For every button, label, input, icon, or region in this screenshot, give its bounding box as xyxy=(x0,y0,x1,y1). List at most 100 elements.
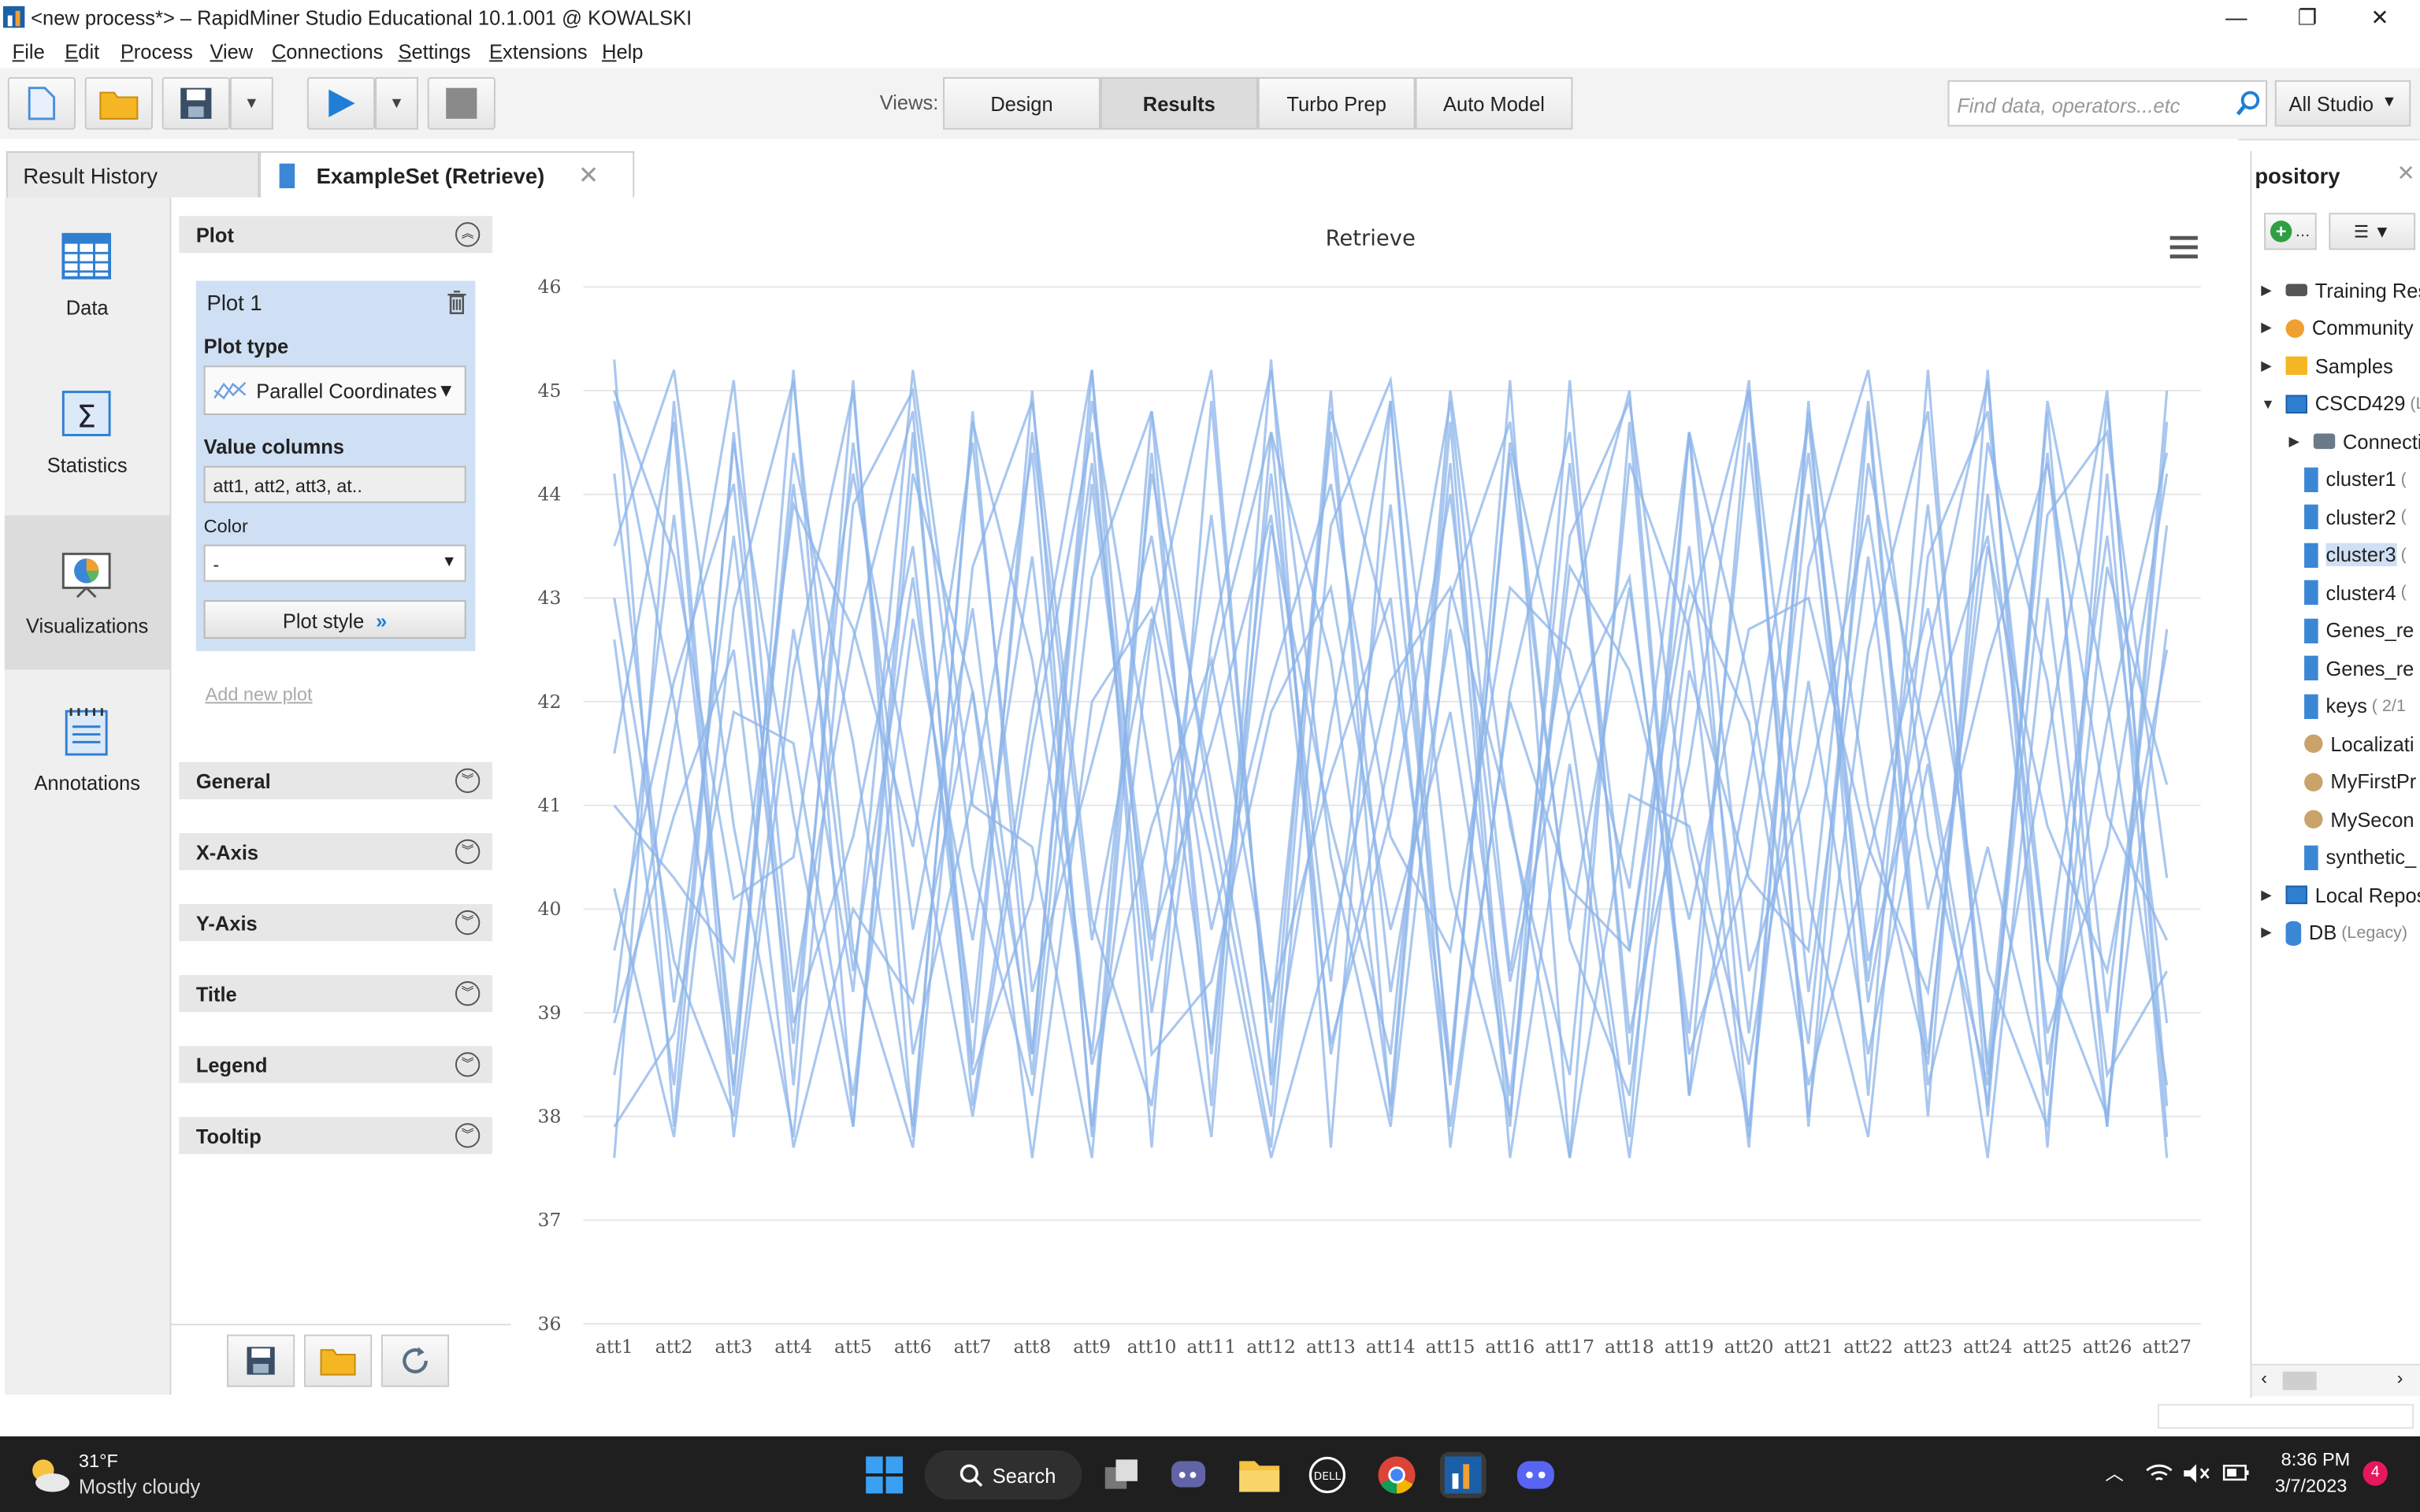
search-icon[interactable] xyxy=(2235,90,2262,117)
collapsed-arrow-icon[interactable]: ▶ xyxy=(2288,432,2300,449)
close-panel-icon[interactable]: ✕ xyxy=(2396,160,2415,186)
series-line[interactable] xyxy=(613,369,2169,1158)
chart-menu-icon[interactable] xyxy=(2169,235,2198,259)
plot-type-select[interactable]: Parallel Coordinates ▼ xyxy=(203,365,466,416)
windows-start-icon[interactable] xyxy=(861,1452,908,1499)
weather-description[interactable]: Mostly cloudy xyxy=(78,1474,201,1499)
repository-item[interactable]: ▶ DB (Legacy) xyxy=(2261,916,2407,950)
repository-item[interactable]: ▶ Community S xyxy=(2261,311,2420,345)
wifi-icon[interactable] xyxy=(2145,1462,2173,1484)
tab-exampleset-retrieve[interactable]: ExampleSet (Retrieve) ✕ xyxy=(259,150,635,198)
series-line[interactable] xyxy=(613,369,2169,1148)
search-scope-dropdown[interactable]: All Studio ▼ xyxy=(2274,80,2411,127)
menu-connections[interactable]: Connections xyxy=(271,39,384,64)
menu-process[interactable]: Process xyxy=(120,39,193,64)
menu-edit[interactable]: Edit xyxy=(65,39,100,64)
series-line[interactable] xyxy=(613,556,2169,1128)
color-select[interactable]: - ▼ xyxy=(203,544,466,582)
file-explorer-icon[interactable] xyxy=(1236,1452,1282,1499)
search-input[interactable]: Find data, operators...etc xyxy=(1947,80,2268,127)
menu-help[interactable]: Help xyxy=(602,39,644,64)
repository-item[interactable]: ▶ Training Res xyxy=(2261,273,2420,307)
repository-item[interactable]: MyFirstPr xyxy=(2304,765,2420,799)
tab-result-history[interactable]: Result History xyxy=(6,150,260,198)
collapsed-arrow-icon[interactable]: ▶ xyxy=(2261,357,2272,373)
horizontal-scrollbar[interactable]: ‹ › xyxy=(2251,1363,2420,1397)
sidebar-item-annotations[interactable]: Annotations xyxy=(5,673,170,827)
repository-item[interactable]: cluster3( xyxy=(2304,538,2407,572)
restore-button[interactable]: ❐ xyxy=(2297,4,2318,30)
collapsed-arrow-icon[interactable]: ▶ xyxy=(2261,319,2272,335)
weather-temperature[interactable]: 31°F xyxy=(78,1450,118,1473)
series-line[interactable] xyxy=(613,369,2169,1148)
scrollbar-thumb[interactable] xyxy=(2282,1371,2317,1391)
section-y-axis-header[interactable]: Y-Axis ︾ xyxy=(179,904,492,942)
save-button[interactable] xyxy=(161,76,230,130)
menu-extensions[interactable]: Extensions xyxy=(489,39,588,64)
series-line[interactable] xyxy=(613,369,2169,1148)
trash-icon[interactable] xyxy=(447,290,466,314)
sidebar-item-visualizations[interactable]: Visualizations xyxy=(4,515,170,670)
series-line[interactable] xyxy=(613,390,2169,1148)
value-columns-field[interactable]: att1, att2, att3, at.. xyxy=(203,465,466,503)
run-dropdown-button[interactable]: ▼ xyxy=(375,76,418,130)
repository-item[interactable]: cluster4( xyxy=(2304,576,2407,610)
view-results-button[interactable]: Results xyxy=(1100,76,1258,130)
save-visualization-button[interactable] xyxy=(226,1334,295,1388)
sidebar-item-data[interactable]: Data xyxy=(5,198,170,352)
plot-style-button[interactable]: Plot style » xyxy=(203,600,466,639)
task-view-icon[interactable] xyxy=(1099,1452,1145,1499)
repository-item[interactable]: synthetic_ xyxy=(2304,840,2420,874)
repository-item[interactable]: cluster2( xyxy=(2304,500,2407,534)
repository-item[interactable]: ▶ Local Repos xyxy=(2261,878,2420,912)
menu-settings[interactable]: Settings xyxy=(398,39,471,64)
new-process-button[interactable] xyxy=(7,76,76,130)
series-line[interactable] xyxy=(613,390,2169,1117)
view-auto-model-button[interactable]: Auto Model xyxy=(1415,76,1573,130)
reset-visualization-button[interactable] xyxy=(380,1334,450,1388)
clock-time[interactable]: 8:36 PM xyxy=(2281,1448,2351,1471)
chrome-icon[interactable] xyxy=(1374,1452,1420,1499)
scroll-right-icon[interactable]: › xyxy=(2396,1366,2403,1389)
open-process-button[interactable] xyxy=(84,76,153,130)
repository-menu-button[interactable]: ☰ ▼ xyxy=(2329,213,2416,250)
discord-icon[interactable] xyxy=(1512,1452,1559,1499)
repository-item[interactable]: ▼ CSCD429(L xyxy=(2261,387,2420,421)
section-title-header[interactable]: Title ︾ xyxy=(179,975,492,1013)
close-tab-icon[interactable]: ✕ xyxy=(577,163,599,190)
repository-item[interactable]: ▶ Connecti xyxy=(2288,424,2420,458)
dell-app-icon[interactable]: DELL xyxy=(1305,1452,1351,1499)
notification-badge[interactable]: 4 xyxy=(2362,1461,2388,1486)
section-general-header[interactable]: General ︾ xyxy=(179,762,492,799)
save-dropdown-button[interactable]: ▼ xyxy=(229,76,273,130)
menu-file[interactable]: File xyxy=(12,39,45,64)
battery-icon[interactable] xyxy=(2222,1461,2250,1485)
taskbar-search-button[interactable]: Search xyxy=(924,1450,1082,1500)
series-line[interactable] xyxy=(613,452,2169,1076)
stop-button[interactable] xyxy=(427,76,496,130)
repository-item[interactable]: Genes_re xyxy=(2304,613,2418,647)
repository-item[interactable]: Localizati xyxy=(2304,727,2418,761)
series-line[interactable] xyxy=(613,432,2169,1065)
repository-item[interactable]: MySecon xyxy=(2304,802,2418,836)
scroll-left-icon[interactable]: ‹ xyxy=(2261,1366,2268,1389)
series-line[interactable] xyxy=(613,400,2169,1138)
collapsed-arrow-icon[interactable]: ▶ xyxy=(2261,924,2272,940)
section-tooltip-header[interactable]: Tooltip ︾ xyxy=(179,1117,492,1154)
run-button[interactable] xyxy=(306,76,376,130)
repository-item[interactable]: Genes_re xyxy=(2304,651,2418,685)
view-turbo-prep-button[interactable]: Turbo Prep xyxy=(1257,76,1416,130)
weather-cloud-icon[interactable] xyxy=(24,1452,71,1495)
show-hidden-icons-icon[interactable]: ︿ xyxy=(2105,1462,2124,1484)
menu-view[interactable]: View xyxy=(210,39,254,64)
close-window-button[interactable]: ✕ xyxy=(2370,4,2389,30)
clock-date[interactable]: 3/7/2023 xyxy=(2274,1474,2348,1497)
repository-item[interactable]: keys( 2/1 xyxy=(2304,689,2406,723)
section-x-axis-header[interactable]: X-Axis ︾ xyxy=(179,832,492,870)
expanded-arrow-icon[interactable]: ▼ xyxy=(2261,395,2275,412)
open-visualization-button[interactable] xyxy=(303,1334,373,1388)
section-legend-header[interactable]: Legend ︾ xyxy=(179,1046,492,1084)
minimize-button[interactable]: — xyxy=(2225,4,2247,30)
repository-item[interactable]: cluster1( xyxy=(2304,462,2407,496)
view-design-button[interactable]: Design xyxy=(943,76,1101,130)
